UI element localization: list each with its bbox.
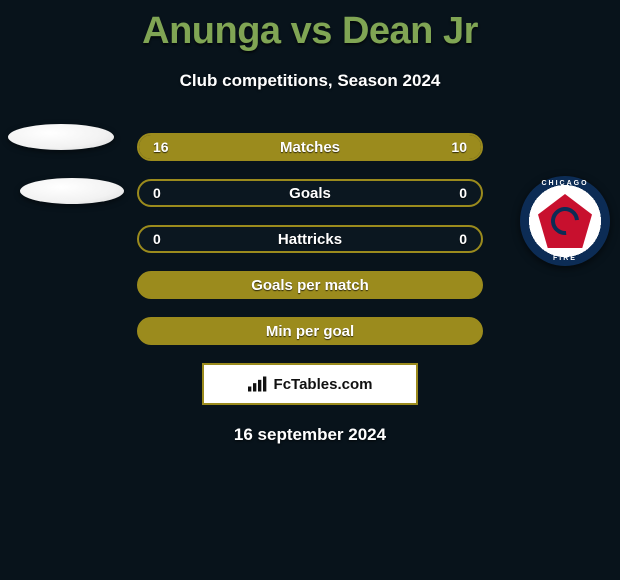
date-text: 16 september 2024 xyxy=(0,425,620,445)
player-right-name: Dean Jr xyxy=(342,10,478,52)
logo-text-bottom: FIRE xyxy=(553,255,577,262)
stat-left-value: 16 xyxy=(153,139,169,155)
subtitle: Club competitions, Season 2024 xyxy=(0,71,620,91)
player-avatar-placeholder xyxy=(8,124,114,150)
stat-row: 0 Hattricks 0 xyxy=(137,225,483,253)
team-logo-right: CHICAGO FIRE xyxy=(520,176,610,266)
stat-label: Matches xyxy=(280,139,340,156)
stat-row: Min per goal xyxy=(137,317,483,345)
brand-name: FcTables.com xyxy=(274,376,373,393)
stat-row: 0 Goals 0 xyxy=(137,179,483,207)
stat-label: Goals per match xyxy=(251,277,369,294)
stat-left-value: 0 xyxy=(153,231,161,247)
player-left-name: Anunga xyxy=(142,10,280,52)
stat-row: Goals per match xyxy=(137,271,483,299)
stat-row: 16 Matches 10 xyxy=(137,133,483,161)
stat-label: Goals xyxy=(289,185,331,202)
stat-left-value: 0 xyxy=(153,185,161,201)
logo-c-icon xyxy=(545,201,584,240)
vs-text: vs xyxy=(291,10,332,52)
bar-chart-icon xyxy=(248,376,268,392)
stat-right-value: 0 xyxy=(459,185,467,201)
stat-right-value: 10 xyxy=(451,139,467,155)
brand-box[interactable]: FcTables.com xyxy=(202,363,418,405)
logo-text-top: CHICAGO xyxy=(541,180,588,187)
stats-container: 16 Matches 10 0 Goals 0 0 Hattricks 0 Goals per m… xyxy=(137,133,483,345)
stat-label: Min per goal xyxy=(266,323,354,340)
player-avatar-placeholder xyxy=(20,178,124,204)
page-title: Anunga vs Dean Jr xyxy=(0,0,620,53)
stat-label: Hattricks xyxy=(278,231,342,248)
stat-right-value: 0 xyxy=(459,231,467,247)
logo-crest-icon xyxy=(538,194,592,248)
